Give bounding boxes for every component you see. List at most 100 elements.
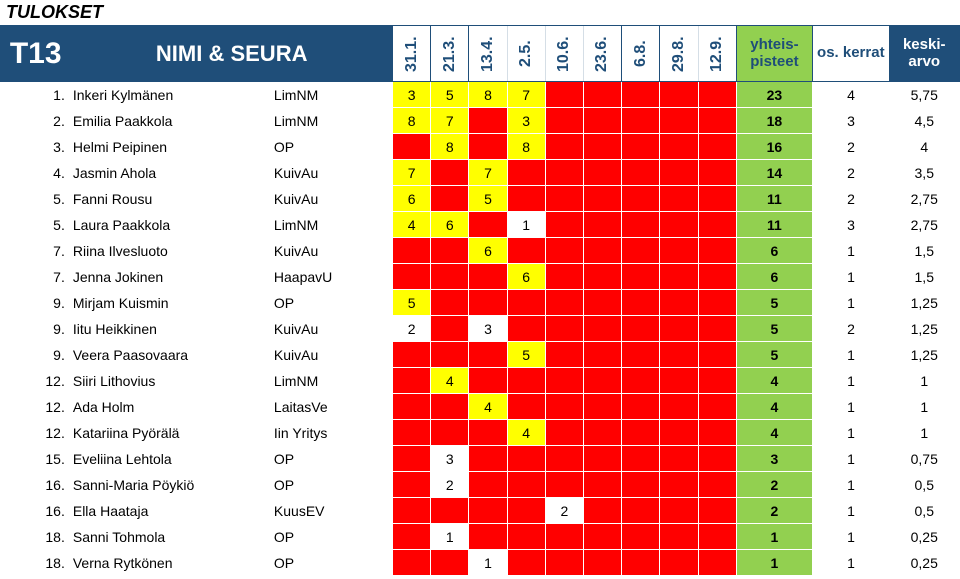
occur-cell: 2 — [813, 186, 889, 212]
score-cell: 4 — [393, 212, 431, 238]
score-cell: 8 — [393, 108, 431, 134]
club-cell: KuivAu — [272, 316, 393, 342]
avg-cell: 3,5 — [889, 160, 960, 186]
avg-cell: 2,75 — [889, 212, 960, 238]
score-cell — [431, 550, 469, 576]
table-row: 15.Eveliina LehtolaOP3310,75 — [1, 446, 960, 472]
club-cell: OP — [272, 290, 393, 316]
score-cell: 3 — [469, 316, 507, 342]
avg-cell: 0,25 — [889, 524, 960, 550]
score-cell — [622, 498, 660, 524]
occur-cell: 1 — [813, 238, 889, 264]
club-cell: OP — [272, 472, 393, 498]
score-cell: 4 — [469, 394, 507, 420]
score-cell — [660, 498, 698, 524]
rank-cell: 1. — [1, 82, 71, 108]
score-cell — [545, 524, 583, 550]
score-cell — [545, 108, 583, 134]
score-cell — [469, 498, 507, 524]
avg-cell: 1,25 — [889, 290, 960, 316]
header-date-6: 6.8. — [622, 26, 660, 82]
score-cell — [431, 238, 469, 264]
score-cell — [583, 368, 621, 394]
score-cell: 7 — [469, 160, 507, 186]
header-avg: keski- arvo — [889, 26, 960, 82]
rank-cell: 12. — [1, 394, 71, 420]
score-cell — [431, 316, 469, 342]
rank-cell: 7. — [1, 238, 71, 264]
score-cell: 5 — [507, 342, 545, 368]
name-cell: Eveliina Lehtola — [71, 446, 272, 472]
score-cell: 2 — [545, 498, 583, 524]
occur-cell: 1 — [813, 290, 889, 316]
score-cell: 8 — [507, 134, 545, 160]
club-cell: LaitasVe — [272, 394, 393, 420]
score-cell — [622, 160, 660, 186]
score-cell — [660, 524, 698, 550]
rank-cell: 12. — [1, 420, 71, 446]
table-row: 9.Mirjam KuisminOP5511,25 — [1, 290, 960, 316]
avg-cell: 0,5 — [889, 472, 960, 498]
header-row: T13 NIMI & SEURA 31.1. 21.3. 13.4. 2.5. … — [1, 26, 960, 82]
score-cell — [698, 368, 736, 394]
name-cell: Veera Paasovaara — [71, 342, 272, 368]
club-cell: KuivAu — [272, 238, 393, 264]
name-cell: Fanni Rousu — [71, 186, 272, 212]
rank-cell: 12. — [1, 368, 71, 394]
club-cell: LimNM — [272, 108, 393, 134]
header-date-2: 13.4. — [469, 26, 507, 82]
score-cell — [545, 134, 583, 160]
name-cell: Iitu Heikkinen — [71, 316, 272, 342]
occur-cell: 1 — [813, 368, 889, 394]
score-cell — [545, 160, 583, 186]
score-cell — [583, 238, 621, 264]
table-row: 5.Laura PaakkolaLimNM4611132,75 — [1, 212, 960, 238]
rank-cell: 16. — [1, 472, 71, 498]
score-cell — [545, 368, 583, 394]
score-cell — [698, 316, 736, 342]
table-row: 18.Sanni TohmolaOP1110,25 — [1, 524, 960, 550]
score-cell — [469, 134, 507, 160]
header-date-3: 2.5. — [507, 26, 545, 82]
score-cell: 3 — [507, 108, 545, 134]
header-date-8: 12.9. — [698, 26, 736, 82]
name-cell: Verna Rytkönen — [71, 550, 272, 576]
score-cell — [583, 212, 621, 238]
score-cell — [622, 316, 660, 342]
club-cell: LimNM — [272, 368, 393, 394]
score-cell: 1 — [431, 524, 469, 550]
score-cell — [622, 186, 660, 212]
score-cell: 6 — [507, 264, 545, 290]
table-row: 4.Jasmin AholaKuivAu771423,5 — [1, 160, 960, 186]
score-cell — [660, 446, 698, 472]
score-cell: 8 — [469, 82, 507, 108]
avg-cell: 4 — [889, 134, 960, 160]
score-cell — [545, 82, 583, 108]
score-cell — [469, 420, 507, 446]
name-cell: Katariina Pyörälä — [71, 420, 272, 446]
score-cell — [507, 394, 545, 420]
total-cell: 23 — [736, 82, 812, 108]
club-cell: KuivAu — [272, 342, 393, 368]
header-date-5: 23.6. — [583, 26, 621, 82]
score-cell — [545, 212, 583, 238]
score-cell — [393, 238, 431, 264]
name-cell: Ella Haataja — [71, 498, 272, 524]
rank-cell: 18. — [1, 524, 71, 550]
score-cell — [507, 472, 545, 498]
rank-cell: 9. — [1, 290, 71, 316]
score-cell — [431, 264, 469, 290]
score-cell — [660, 160, 698, 186]
table-row: 2.Emilia PaakkolaLimNM8731834,5 — [1, 108, 960, 134]
score-cell — [698, 238, 736, 264]
score-cell — [393, 134, 431, 160]
score-cell — [583, 82, 621, 108]
total-cell: 6 — [736, 238, 812, 264]
score-cell — [583, 290, 621, 316]
table-row: 7.Riina IlvesluotoKuivAu6611,5 — [1, 238, 960, 264]
name-cell: Laura Paakkola — [71, 212, 272, 238]
total-cell: 11 — [736, 212, 812, 238]
rank-cell: 5. — [1, 212, 71, 238]
score-cell — [583, 134, 621, 160]
total-cell: 6 — [736, 264, 812, 290]
